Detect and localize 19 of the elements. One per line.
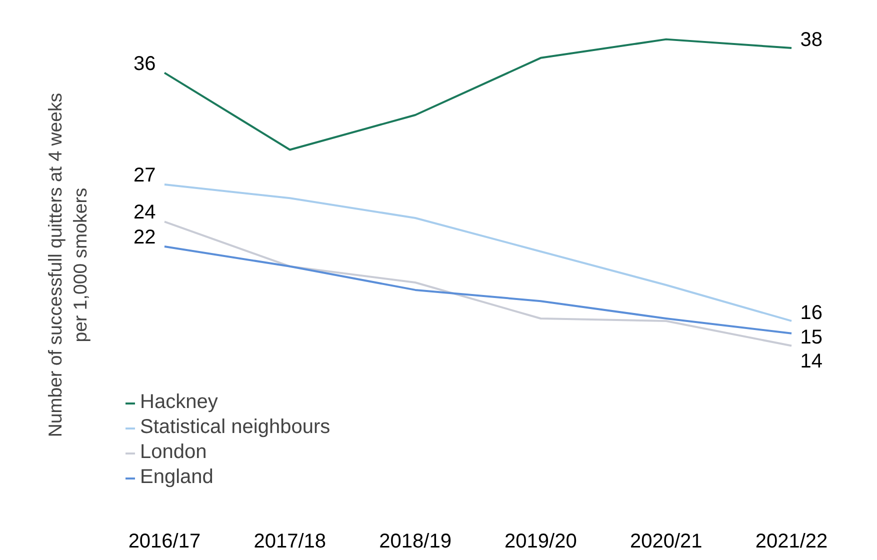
data-label: 14: [800, 350, 823, 372]
legend-label: England: [140, 466, 214, 489]
y-axis-title: Number of successfull quitters at 4 weeks per 1,000 smokers: [44, 92, 90, 438]
legend-label: Hackney: [140, 391, 218, 414]
x-tick-label: 2018/19: [379, 530, 452, 552]
legend-label: Statistical neighbours: [140, 416, 330, 439]
data-label: 38: [800, 29, 823, 52]
data-label: 15: [800, 326, 823, 348]
data-label: 16: [800, 302, 823, 324]
x-tick-label: 2020/21: [630, 530, 702, 552]
x-tick-label: 2021/22: [755, 530, 828, 552]
data-label: 22: [133, 226, 156, 249]
data-label: 27: [133, 164, 156, 186]
x-tick-label: 2016/17: [128, 530, 201, 552]
data-label: 36: [133, 52, 156, 75]
x-tick-label: 2017/18: [254, 530, 326, 552]
x-tick-label: 2019/20: [504, 530, 577, 552]
data-label: 24: [133, 202, 156, 224]
legend-label: London: [140, 441, 207, 464]
